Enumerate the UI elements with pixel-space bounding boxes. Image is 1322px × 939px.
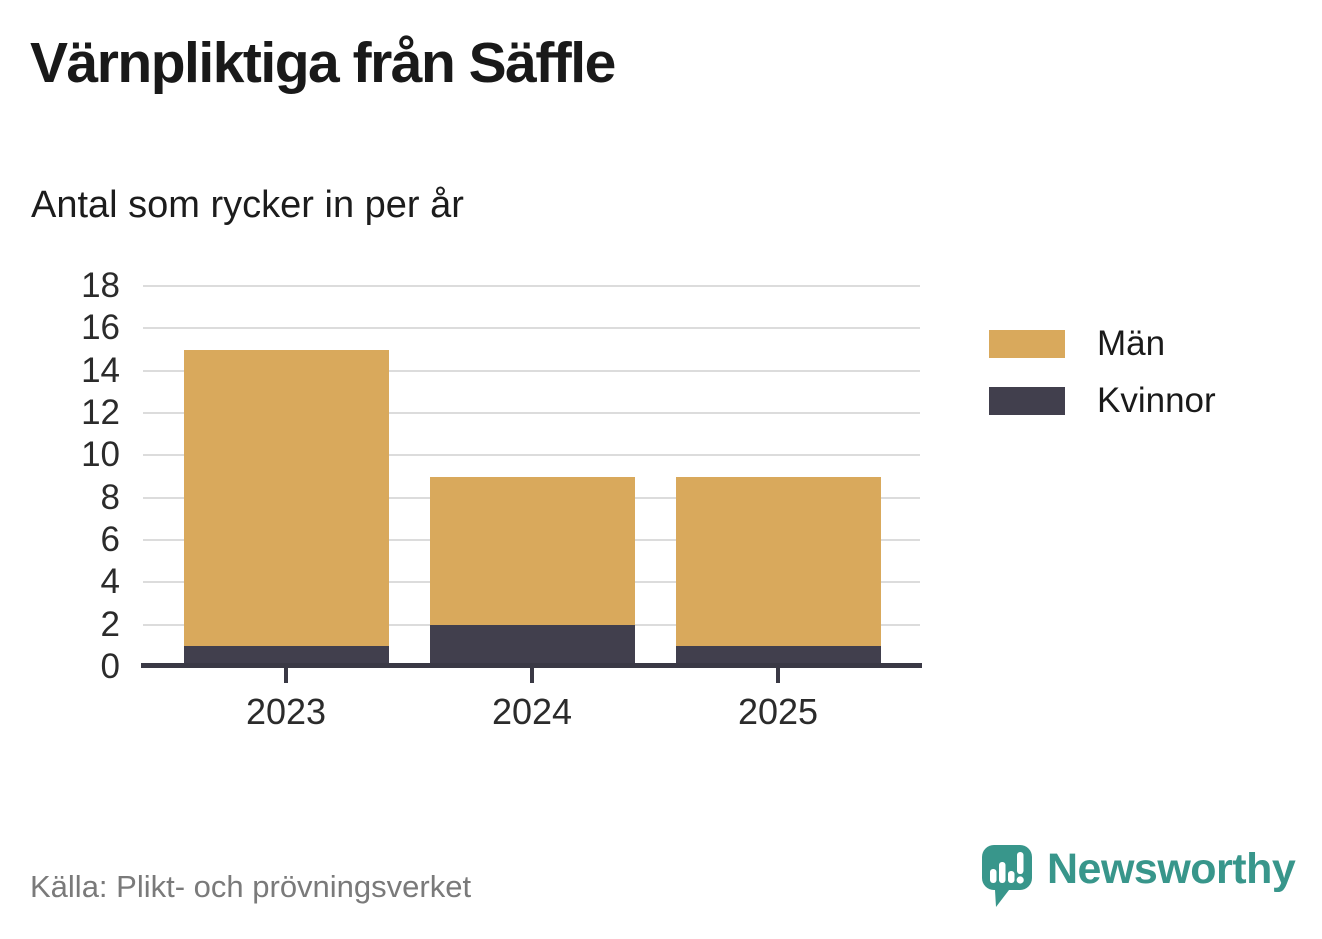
x-tick-label-2024: 2024 — [491, 691, 573, 732]
y-tick-label-8: 8 — [100, 477, 120, 517]
legend-item-kvinnor: Kvinnor — [989, 381, 1216, 420]
legend-swatch-man — [989, 330, 1065, 358]
x-tick-2024 — [530, 668, 534, 683]
gridline-14 — [143, 369, 920, 372]
newsworthy-wordmark: Newsworthy — [1047, 845, 1296, 893]
gridline-18 — [143, 285, 920, 287]
y-tick-label-6: 6 — [100, 520, 120, 559]
newsworthy-branding-link[interactable]: Newsworthy — [982, 845, 1296, 908]
newsworthy-logo-icon — [982, 845, 1032, 907]
x-tick-label-2023: 2023 — [245, 691, 327, 732]
legend-label-kvinnor: Kvinnor — [1097, 381, 1216, 420]
bar-segment-man-2024 — [429, 476, 635, 625]
y-tick-label-0: 0 — [100, 647, 120, 686]
bar-segment-kvinnor-2023 — [183, 645, 389, 667]
x-tick-label-2025: 2025 — [737, 691, 819, 732]
y-tick-label-16: 16 — [81, 308, 120, 348]
x-tick-2025 — [776, 668, 780, 683]
y-tick-label-12: 12 — [81, 393, 120, 432]
legend-label-man: Män — [1097, 324, 1166, 363]
y-tick-label-18: 18 — [81, 266, 120, 305]
y-tick-label-4: 4 — [100, 562, 120, 602]
bar-segment-man-2023 — [183, 349, 389, 646]
x-axis-line — [141, 663, 922, 668]
gridline-16 — [143, 327, 920, 330]
bar-segment-man-2025 — [675, 476, 881, 646]
gridline-12 — [143, 412, 920, 414]
y-tick-label-10: 10 — [81, 435, 120, 475]
source-caption: Källa: Plikt- och prövningsverket — [30, 869, 472, 904]
legend-item-man: Män — [989, 324, 1165, 363]
chart-title: Värnpliktiga från Säffle — [30, 31, 616, 95]
y-tick-label-14: 14 — [81, 350, 120, 390]
bar-segment-kvinnor-2025 — [675, 645, 881, 667]
bar-segment-kvinnor-2024 — [429, 624, 635, 667]
y-tick-label-2: 2 — [100, 604, 120, 644]
legend-swatch-kvinnor — [989, 387, 1065, 415]
x-tick-2023 — [284, 668, 288, 683]
gridline-10 — [143, 454, 920, 457]
chart-subtitle: Antal som rycker in per år — [31, 184, 464, 226]
